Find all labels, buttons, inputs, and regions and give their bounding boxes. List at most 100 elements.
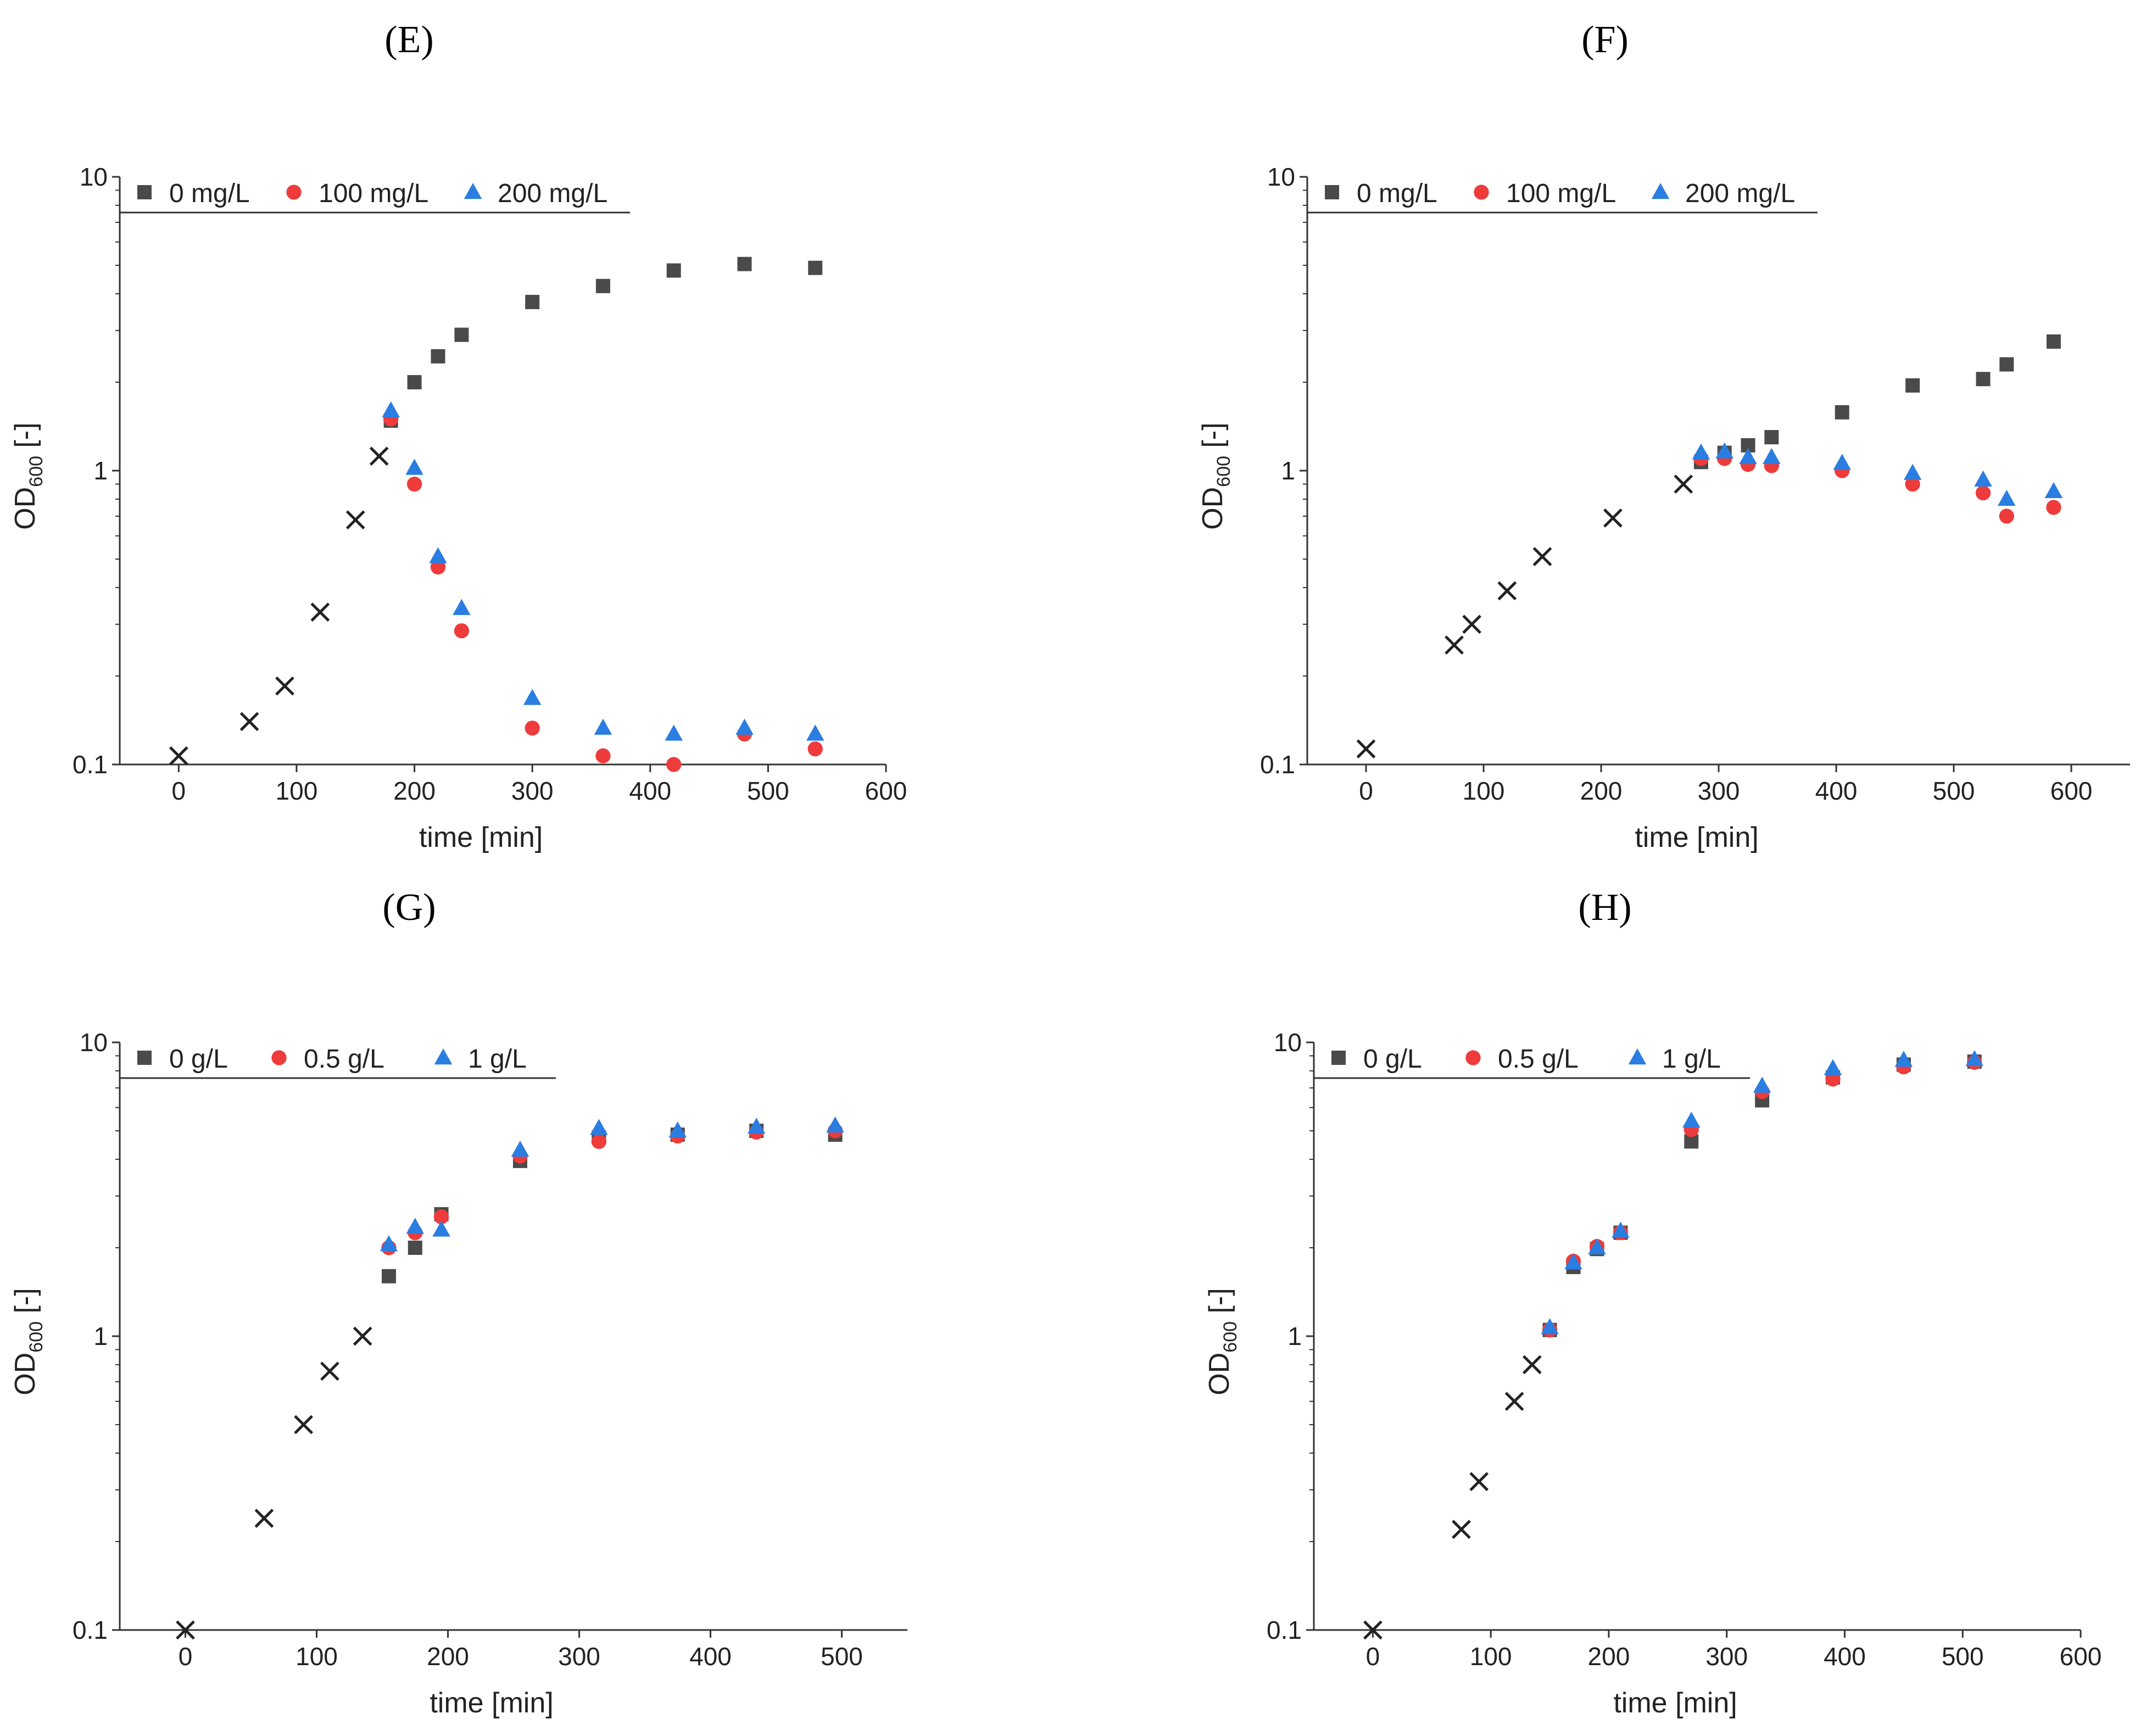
preculture-point — [1462, 615, 1481, 634]
preculture-point — [353, 1326, 372, 1346]
x-tick-label: 600 — [865, 777, 907, 805]
data-point — [406, 1218, 424, 1234]
data-point — [1905, 476, 1920, 492]
data-point — [1824, 1059, 1842, 1075]
y-axis-title: OD600 [-] — [9, 1288, 47, 1395]
y-tick-label: 1 — [93, 1322, 108, 1350]
cross-stroke — [320, 1361, 339, 1381]
data-point — [429, 547, 447, 563]
y-tick-label: 10 — [80, 163, 108, 191]
cross-stroke — [169, 746, 188, 766]
preculture-point — [275, 676, 294, 696]
series-triangle — [380, 1116, 844, 1252]
x-tick-label: 400 — [1824, 1642, 1866, 1671]
cross-stroke — [1674, 475, 1693, 494]
data-point — [808, 260, 823, 275]
x-tick-label: 300 — [1698, 777, 1740, 805]
preculture-point — [1445, 635, 1464, 655]
panel-label: (G) — [382, 886, 436, 929]
data-point — [1835, 405, 1849, 420]
cross-stroke — [254, 1509, 274, 1528]
data-point — [1682, 1112, 1701, 1128]
chart-panel-f: (F) 0 100 200 300 400 500 600 0.1 1 10 time [min] OD… — [1197, 19, 2130, 853]
preculture-point — [1504, 1392, 1524, 1411]
chart-panel-h: (H) 0 100 200 300 400 500 600 0.1 1 10 time [min] OD… — [1203, 886, 2102, 1719]
data-point — [525, 294, 540, 309]
y-tick-label: 1 — [93, 456, 108, 485]
data-point — [2046, 334, 2061, 349]
data-point — [405, 459, 423, 475]
y-axis-title-subscript: 600 — [1220, 1321, 1241, 1353]
y-tick-label: 10 — [1267, 163, 1295, 191]
data-point — [511, 1141, 529, 1157]
data-point — [1763, 448, 1781, 464]
preculture-point — [176, 1620, 195, 1640]
preculture-point — [1363, 1620, 1383, 1640]
x-axis-title: time [min] — [430, 1687, 553, 1719]
legend: 0 mg/L 100 mg/L 200 mg/L — [1307, 179, 1818, 214]
series-square — [383, 256, 823, 428]
data-point — [666, 263, 681, 278]
legend-marker-square — [137, 1051, 152, 1065]
legend-label: 0.5 g/L — [304, 1045, 384, 1074]
data-point — [1764, 430, 1779, 445]
x-tick-label: 100 — [296, 1642, 338, 1671]
legend-marker-triangle — [434, 1048, 453, 1065]
data-point — [453, 599, 471, 615]
cross-stroke — [310, 602, 330, 622]
series-triangle — [1692, 442, 2063, 506]
data-point — [2044, 482, 2063, 498]
data-point — [590, 1119, 608, 1135]
data-point — [594, 718, 612, 735]
cross-stroke — [1445, 635, 1464, 655]
data-point — [595, 278, 610, 293]
legend: 0 g/L 0.5 g/L 1 g/L — [120, 1045, 556, 1079]
preculture-point — [345, 510, 365, 529]
legend-label: 100 mg/L — [319, 179, 428, 208]
x-tick-label: 0 — [179, 1642, 193, 1671]
x-axis-title: time [min] — [1613, 1687, 1737, 1719]
data-point — [454, 327, 469, 342]
preculture-point — [1452, 1520, 1471, 1539]
data-point — [665, 724, 683, 741]
data-point — [406, 476, 422, 492]
x-tick-label: 0 — [1366, 1642, 1380, 1671]
x-tick-label: 100 — [1470, 1642, 1512, 1671]
data-point — [382, 401, 400, 417]
legend: 0 g/L 0.5 g/L 1 g/L — [1314, 1045, 1750, 1079]
preculture-point — [239, 712, 259, 732]
y-axis-title-subscript: 600 — [1213, 456, 1234, 487]
y-axis-title-unit: [-] — [1203, 1288, 1235, 1321]
data-point — [1541, 1318, 1559, 1335]
data-point — [1965, 1050, 1983, 1067]
legend-label: 200 mg/L — [498, 179, 607, 208]
legend-label: 200 mg/L — [1685, 179, 1795, 208]
data-point — [380, 1235, 398, 1252]
preculture-point — [320, 1361, 339, 1381]
legend-label: 0.5 g/L — [1498, 1045, 1579, 1074]
data-point — [1564, 1253, 1582, 1270]
legend-label: 1 g/L — [468, 1045, 527, 1074]
y-axis-title-subscript: 600 — [26, 456, 47, 487]
chart-panel-e: (E) 0 100 200 300 400 500 600 0.1 1 10 time [min] OD… — [9, 19, 907, 853]
x-tick-label: 100 — [276, 777, 318, 805]
x-tick-label: 300 — [1705, 1642, 1748, 1671]
data-point — [826, 1116, 844, 1133]
cross-stroke — [1532, 547, 1552, 566]
legend-marker-square — [1331, 1051, 1346, 1065]
preculture-point — [254, 1509, 274, 1528]
data-point — [1975, 485, 1991, 501]
x-tick-label: 0 — [172, 777, 186, 805]
data-point — [408, 1240, 422, 1255]
data-point — [668, 1121, 687, 1138]
x-tick-label: 200 — [1588, 1642, 1630, 1671]
data-point — [1588, 1238, 1606, 1255]
y-axis-title-main: OD — [9, 487, 41, 530]
y-axis-title: OD600 [-] — [1197, 422, 1234, 529]
y-tick-label: 0.1 — [1260, 750, 1295, 779]
legend-label: 100 mg/L — [1506, 179, 1616, 208]
y-axis-title-main: OD — [9, 1353, 41, 1396]
data-point — [432, 1220, 450, 1237]
legend: 0 mg/L 100 mg/L 200 mg/L — [120, 179, 630, 214]
